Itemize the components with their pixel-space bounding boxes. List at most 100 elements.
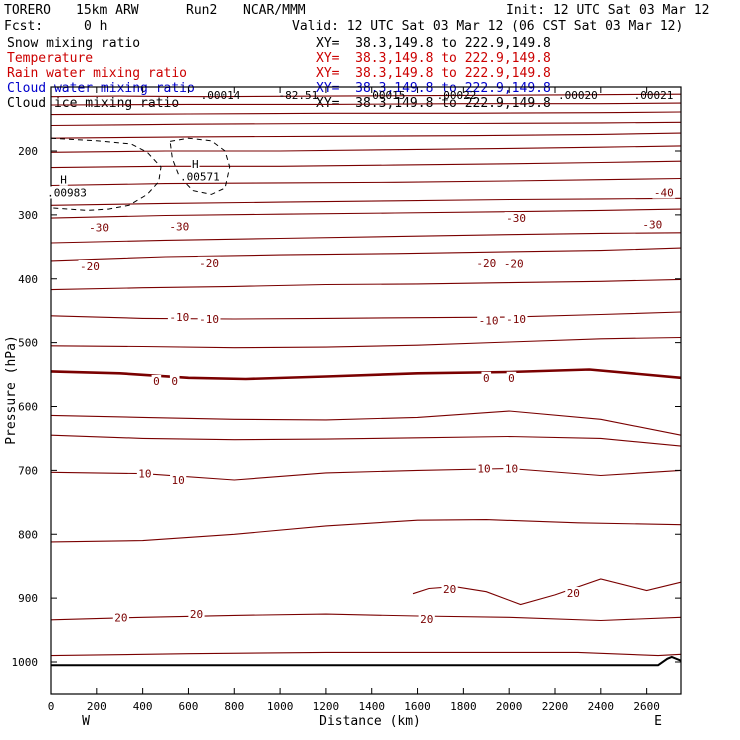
isotherm-label-bg [565,587,582,600]
isotherm-twenty-lobe [412,578,682,606]
isotherm-line [50,651,682,657]
isotherm-line [50,197,682,206]
isotherm-label-bg [188,608,205,621]
isotherm-label-bg [652,186,676,199]
isotherm-label-bg [474,256,498,269]
isotherm-label-bg [504,212,528,225]
isotherm-label-bg [136,467,154,480]
isotherm-label-bg [502,257,526,270]
isotherm-line [50,519,682,543]
header-init: Init: 12 UTC Sat 03 Mar 12 [506,3,710,18]
isotherm-line [50,111,682,116]
isotherm-line [50,93,682,98]
plot-frame [50,86,682,695]
isotherm-label: -40 [654,187,674,200]
y-tick-label: 400 [18,273,38,286]
extrema-label: H [192,158,199,171]
isotherm-label-bg [170,473,187,486]
isotherm-label-bg [151,374,162,387]
y-tick-label: 700 [18,464,38,477]
isotherm-label-bg [197,256,221,269]
isotherm-label: 10 [172,474,185,487]
isotherm-line [50,278,682,291]
x-tick-label: 1600 [404,700,431,713]
axis-layer: 0 200 400 600 800 1000 1200 1400 1600 1800 2000 220… [12,87,681,713]
isotherm-label: 10 [505,462,518,475]
isotherm-line [50,434,682,447]
isotherm-label-bg [418,613,435,626]
y-tick-label: 900 [18,592,38,605]
x-tick-label: 1000 [267,700,294,713]
isotherm-label: -20 [476,257,496,270]
isotherm-line [50,145,682,153]
extrema-label-bg [179,170,221,183]
y-tick-label: 1000 [12,656,39,669]
isotherm-label-bg [503,462,520,475]
header-fcst-value: 0 h [84,19,108,34]
isotherm-label-bg [167,220,191,233]
field-max-label: .00020 [558,89,598,102]
y-tick-label: 800 [18,528,38,541]
legend-snow-label: Snow mixing ratio [7,36,141,51]
isotherm-label: 20 [567,587,580,600]
x-tick-label: 2000 [496,700,523,713]
field-max-label: .00014 [201,89,241,102]
x-end-label-east: E [654,714,662,729]
isotherm-line [50,102,682,106]
header-run: Run2 [186,3,218,18]
isotherm-label: 0 [153,375,160,388]
legend-cloud-ice-label: Cloud ice mixing ratio [7,96,180,111]
isotherm-label: -10 [199,313,219,326]
isotherm-label-bg [506,371,517,384]
isotherm-label-bg [112,611,129,624]
extrema-label-bg [46,186,88,199]
isotherm-line [50,247,682,262]
header-model: TORERO [4,3,51,18]
isotherm-label: -20 [504,257,524,270]
isotherm-label-bg [78,259,102,272]
isotherm-label: 10 [477,462,490,475]
header-fcst-label: Fcst: [4,19,44,34]
isotherm-label: 20 [190,608,203,621]
extrema-label: H [60,174,67,187]
snow-mixing-contour [50,137,162,211]
extrema-label: .00983 [47,187,87,200]
isotherm-label-bg [477,314,500,327]
isotherm-label-bg [481,371,492,384]
isotherm-label: 0 [483,372,490,385]
isotherm-label: -20 [199,257,219,270]
isotherm-label: 0 [508,372,515,385]
x-tick-label: 0 [48,700,55,713]
x-tick-label: 1200 [313,700,340,713]
isotherm-label-bg [167,311,191,324]
legend-rain-xy: XY= 38.3,149.8 to 222.9,149.8 [316,66,551,81]
x-tick-label: 200 [87,700,107,713]
x-tick-label: 1400 [358,700,385,713]
isotherm-line [50,121,682,127]
isotherm-line [50,410,682,436]
isotherm-label-bg [197,312,221,325]
extrema-label: .00571 [180,171,220,184]
isotherm-line [50,467,682,481]
x-end-label-west: W [82,714,90,729]
extrema-label-bg [59,173,68,186]
isotherm-label: 20 [443,583,456,596]
header-org: NCAR/MMM [243,3,306,18]
contour-layer [50,93,682,667]
isotherm-label: -30 [506,212,526,225]
isotherm-label: -30 [169,220,189,233]
isotherm-label: 20 [114,611,127,624]
isotherm-label-bg [169,374,180,387]
isotherm-line [50,232,682,244]
legend-snow-xy: XY= 38.3,149.8 to 222.9,149.8 [316,36,551,51]
isotherm-label: -10 [169,311,189,324]
isotherm-label: 0 [171,375,178,388]
isotherm-line [50,132,682,139]
isotherm-zero-line [50,368,682,381]
isotherm-line [50,177,682,187]
isotherm-label: -10 [479,314,499,327]
x-tick-label: 1800 [450,700,477,713]
y-tick-label: 200 [18,145,38,158]
isotherm-label: 10 [138,468,151,481]
